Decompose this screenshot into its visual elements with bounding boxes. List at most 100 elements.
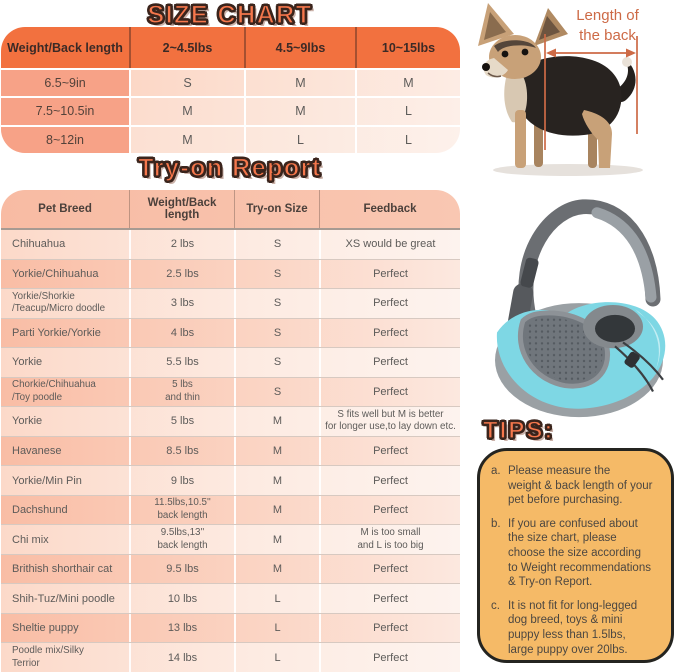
measurement-lines bbox=[544, 34, 638, 150]
size-chart-size-cell: M bbox=[244, 70, 355, 97]
cord-toggle bbox=[624, 351, 640, 368]
tryon-cell-feedback: Perfect bbox=[319, 259, 460, 289]
size-chart-body: 6.5~9in S M M 7.5~10.5in M M L 8~12in M L L bbox=[1, 68, 460, 153]
tryon-cell-feedback: S fits well but M is better for longer u… bbox=[319, 407, 460, 436]
tryon-cell-breed: Brithish shorthair cat bbox=[12, 563, 113, 576]
tryon-cell-size: M bbox=[234, 466, 319, 495]
tryon-cell-feedback: Perfect bbox=[319, 613, 460, 643]
size-chart-title: SIZE CHART bbox=[147, 0, 313, 29]
tryon-cell-feedback: Perfect bbox=[319, 466, 460, 495]
tryon-cell-breed: Yorkie/Chihuahua bbox=[12, 267, 99, 280]
tryon-row: Yorkie/Chihuahua 2.5 lbs S Perfect bbox=[1, 258, 460, 289]
tryon-column-header: Weight/Back length bbox=[129, 190, 234, 228]
tryon-cell-breed: Yorkie/Shorkie /Teacup/Micro doodle bbox=[12, 290, 106, 315]
tryon-cell-feedback: Perfect bbox=[319, 348, 460, 377]
tryon-cell-feedback: Perfect bbox=[319, 318, 460, 348]
size-chart-column-header: Weight/Back length bbox=[7, 40, 123, 55]
size-chart-size-cell: S bbox=[129, 70, 244, 97]
tryon-body: Chihuahua 2 lbs S XS would be great Yorkie/C… bbox=[1, 230, 460, 672]
tryon-column-header: Try-on Size bbox=[234, 190, 319, 228]
tryon-cell-feedback: Perfect bbox=[319, 436, 460, 466]
tryon-cell-breed: Poodle mix/Silky Terrior bbox=[12, 644, 84, 669]
tryon-cell-feedback: M is too small and L is too big bbox=[319, 525, 460, 554]
tryon-cell-size: S bbox=[234, 377, 319, 407]
size-chart-column-header: 2~4.5lbs bbox=[129, 27, 244, 68]
tryon-row: Yorkie/Min Pin 9 lbs M Perfect bbox=[1, 465, 460, 495]
sling-strap bbox=[518, 199, 661, 325]
tryon-cell-size: S bbox=[234, 318, 319, 348]
tryon-cell-size: S bbox=[234, 259, 319, 289]
tryon-row: Chihuahua 2 lbs S XS would be great bbox=[1, 230, 460, 259]
tryon-cell-breed: Sheltie puppy bbox=[12, 622, 79, 635]
size-chart-size-cell: M bbox=[355, 70, 460, 97]
size-chart-size-cell: L bbox=[355, 126, 460, 153]
size-chart-row: 8~12in M L L bbox=[1, 124, 460, 153]
tryon-row: Havanese 8.5 lbs M Perfect bbox=[1, 435, 460, 466]
tryon-row: Poodle mix/Silky Terrior 14 lbs L Perfect bbox=[1, 642, 460, 672]
tryon-cell-breed: Chihuahua bbox=[12, 238, 66, 251]
tip-item: c. It is not fit for long-legged dog bree… bbox=[491, 599, 663, 657]
tips-title: TIPS: bbox=[482, 416, 555, 444]
tryon-cell-feedback: XS would be great bbox=[319, 230, 460, 259]
tryon-cell-breed: Parti Yorkie/Yorkie bbox=[12, 326, 101, 339]
tryon-cell-weight: 3 lbs bbox=[129, 289, 234, 318]
tip-item: b. If you are confused about the size cha… bbox=[491, 517, 663, 590]
tryon-cell-breed: Shih-Tuz/Mini poodle bbox=[12, 592, 115, 605]
tryon-cell-weight: 5.5 lbs bbox=[129, 348, 234, 377]
tryon-column-header: Pet Breed bbox=[38, 203, 92, 215]
tip-marker: b. bbox=[491, 517, 501, 530]
size-chart-column-header: 4.5~9lbs bbox=[244, 27, 355, 68]
tryon-cell-size: M bbox=[234, 554, 319, 584]
tryon-cell-weight: 8.5 lbs bbox=[129, 436, 234, 466]
tryon-cell-weight: 9.5 lbs bbox=[129, 554, 234, 584]
tryon-header-row: Pet Breed Weight/Back length Try-on Size Fe… bbox=[1, 190, 460, 230]
tryon-cell-feedback: Perfect bbox=[319, 289, 460, 318]
arrow-right-icon bbox=[626, 48, 636, 58]
tryon-cell-size: M bbox=[234, 436, 319, 466]
tryon-row: Yorkie 5 lbs M S fits well but M is better … bbox=[1, 406, 460, 436]
tryon-cell-weight: 4 lbs bbox=[129, 318, 234, 348]
tip-text: It is not fit for long-legged dog breed,… bbox=[508, 599, 638, 656]
size-chart-size-cell: M bbox=[129, 98, 244, 125]
tryon-report-table: Pet Breed Weight/Back length Try-on Size Fe… bbox=[1, 190, 460, 672]
size-chart-size-cell: L bbox=[355, 98, 460, 125]
tryon-row: Yorkie 5.5 lbs S Perfect bbox=[1, 347, 460, 377]
tryon-cell-size: S bbox=[234, 289, 319, 318]
tryon-cell-feedback: Perfect bbox=[319, 377, 460, 407]
tip-item: a. Please measure the weight & back lengt… bbox=[491, 464, 663, 508]
size-chart-column-header: 10~15lbs bbox=[355, 27, 460, 68]
tryon-cell-breed: Dachshund bbox=[12, 504, 68, 517]
tryon-cell-size: S bbox=[234, 348, 319, 377]
strap-buckle bbox=[520, 257, 539, 288]
size-chart-size-cell: M bbox=[129, 126, 244, 153]
tryon-cell-size: L bbox=[234, 643, 319, 672]
size-chart-row-label: 6.5~9in bbox=[1, 70, 129, 97]
tips-box: a. Please measure the weight & back lengt… bbox=[477, 448, 674, 663]
tip-text: If you are confused about the size chart… bbox=[508, 517, 651, 589]
tryon-cell-weight: 2 lbs bbox=[129, 230, 234, 259]
tryon-cell-weight: 9.5lbs,13'' back length bbox=[129, 525, 234, 554]
tryon-cell-weight: 5 lbs and thin bbox=[129, 377, 234, 407]
drawstring bbox=[614, 345, 654, 393]
tryon-row: Brithish shorthair cat 9.5 lbs M Perfect bbox=[1, 553, 460, 584]
tip-marker: a. bbox=[491, 465, 501, 477]
size-chart-row-label: 7.5~10.5in bbox=[1, 98, 129, 125]
dog-photo bbox=[478, 3, 643, 176]
tryon-cell-feedback: Perfect bbox=[319, 643, 460, 672]
tryon-row: Chorkie/Chihuahua /Toy poodle 5 lbs and t… bbox=[1, 376, 460, 407]
tryon-cell-size: L bbox=[234, 613, 319, 643]
tryon-cell-weight: 13 lbs bbox=[129, 613, 234, 643]
tryon-cell-feedback: Perfect bbox=[319, 554, 460, 584]
tryon-cell-weight: 2.5 lbs bbox=[129, 259, 234, 289]
tryon-row: Dachshund 11.5lbs,10.5'' back length M Perf… bbox=[1, 494, 460, 525]
tryon-cell-breed: Chi mix bbox=[12, 533, 49, 546]
tryon-cell-weight: 9 lbs bbox=[129, 466, 234, 495]
size-chart-size-cell: M bbox=[244, 98, 355, 125]
tryon-cell-feedback: Perfect bbox=[319, 495, 460, 525]
tryon-row: Chi mix 9.5lbs,13'' back length M M is too … bbox=[1, 524, 460, 554]
back-length-annotation: Length of the back bbox=[576, 7, 639, 44]
product-photo-sling-carrier bbox=[495, 199, 666, 418]
size-chart-table: Weight/Back length 2~4.5lbs 4.5~9lbs 10~15l… bbox=[1, 27, 460, 153]
size-chart-row: 6.5~9in S M M bbox=[1, 68, 460, 97]
